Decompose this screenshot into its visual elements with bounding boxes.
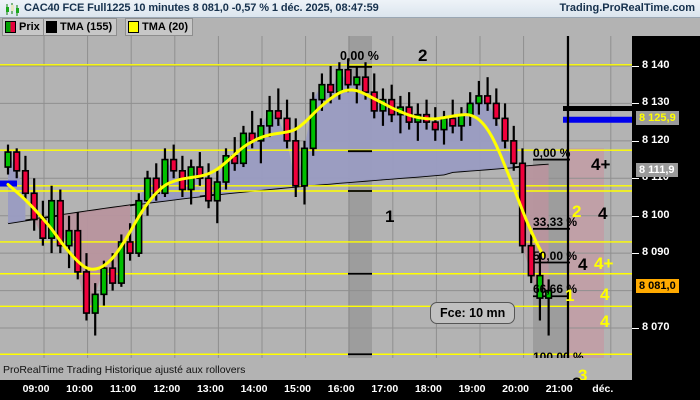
price-tick-label: 8 100 — [642, 208, 670, 221]
price-tick — [632, 140, 639, 142]
fib-upper-0-label: 0,00 % — [340, 48, 379, 63]
prix-color-swatch-icon — [5, 21, 16, 33]
price-tick-label: 8 120 — [642, 133, 670, 146]
marker-4-yellow-mid: 4 — [600, 285, 610, 304]
tma20-color-swatch-icon — [128, 21, 139, 33]
fib-33-label: 33,33 % — [533, 214, 578, 229]
marker-3-yellow: 3 — [578, 366, 588, 385]
marker-2-top: 2 — [418, 46, 428, 65]
legend-item-prix[interactable]: Prix — [2, 18, 45, 36]
marker-4-black-mid: 4 — [578, 255, 588, 274]
fib-50-label: 50,00 % — [533, 248, 578, 263]
legend-label-tma155: TMA (155) — [60, 21, 113, 33]
legend-bar: Prix TMA (155) TMA (20) — [0, 18, 700, 36]
marker-2-yellow: 2 — [572, 202, 582, 221]
price-tick — [632, 215, 639, 217]
marker-4-yellow-low: 4 — [600, 312, 610, 331]
title-bar: CAC40 FCE Full1225 10 minutes 8 081,0 -0… — [0, 0, 700, 18]
marker-4-plus-yellow: 4+ — [594, 254, 614, 273]
fce-timeframe-badge[interactable]: Fce: 10 mn — [430, 302, 516, 324]
legend-label-tma20: TMA (20) — [142, 21, 189, 33]
time-tick-label: 12:00 — [153, 383, 181, 395]
time-tick-label: 17:00 — [371, 383, 399, 395]
price-tick — [632, 178, 639, 180]
price-tick-label: 8 130 — [642, 96, 670, 109]
time-tick-label: 15:00 — [284, 383, 312, 395]
price-tick — [632, 253, 639, 255]
chart-plot-area[interactable]: Fce: 10 mn 0,00 % 0,00 % 33,33 % 50,00 % 66,… — [0, 36, 632, 358]
price-axis[interactable]: 8 140 8 130 8 120 8 110 8 100 8 090 8 070 8 125… — [632, 36, 700, 380]
price-tick-label: 8 140 — [642, 58, 670, 71]
axis-corner — [632, 380, 700, 400]
price-tick-label: 8 090 — [642, 246, 670, 259]
fib-0-label: 0,00 % — [533, 145, 571, 160]
time-tick-label: 20:00 — [502, 383, 530, 395]
time-tick-label: 11:00 — [110, 383, 137, 395]
time-tick-label: 10:00 — [66, 383, 94, 395]
time-tick-label: 13:00 — [196, 383, 224, 395]
tma155-value-axis-label[interactable]: 8 111,9 — [636, 163, 678, 178]
time-tick-label: 09:00 — [22, 383, 50, 395]
marker-1-left: 1 — [385, 207, 395, 226]
legend-item-tma155[interactable]: TMA (155) — [43, 18, 118, 36]
time-axis[interactable]: 09:00 10:00 11:00 12:00 13:00 14:00 15:00 16:00… — [0, 380, 660, 400]
fib-66-label: 66,66 % — [533, 282, 578, 297]
price-tick — [632, 65, 639, 67]
tma20-value-axis-label[interactable]: 8 125,9 — [636, 110, 679, 125]
price-tick-label: 8 070 — [642, 321, 670, 334]
time-tick-label: 18:00 — [414, 383, 442, 395]
time-tick-label: 16:00 — [327, 383, 355, 395]
tma155-color-swatch-icon — [46, 21, 57, 33]
time-tick-label: 19:00 — [458, 383, 486, 395]
last-price-axis-label[interactable]: 8 081,0 — [636, 278, 679, 293]
footer-text: ProRealTime Trading Historique ajusté au… — [3, 364, 246, 376]
price-tick — [632, 103, 639, 105]
window-title: CAC40 FCE Full1225 10 minutes 8 081,0 -0… — [24, 2, 379, 14]
candlestick-icon — [6, 3, 19, 16]
marker-4-plus-right: 4+ — [591, 155, 611, 174]
fib-100-label: 100,00 % — [533, 349, 584, 358]
time-tick-label: déc. — [592, 383, 614, 395]
marker-1-yellow: 1 — [565, 286, 575, 305]
price-tick — [632, 328, 639, 330]
legend-item-tma20[interactable]: TMA (20) — [125, 18, 194, 36]
legend-label-prix: Prix — [19, 21, 40, 33]
brand-label: Trading.ProRealTime.com — [559, 2, 695, 14]
chart-canvas — [0, 36, 632, 358]
time-tick-label: 14:00 — [240, 383, 268, 395]
time-tick-label: 21:00 — [545, 383, 573, 395]
marker-4-black-upper: 4 — [598, 204, 608, 223]
